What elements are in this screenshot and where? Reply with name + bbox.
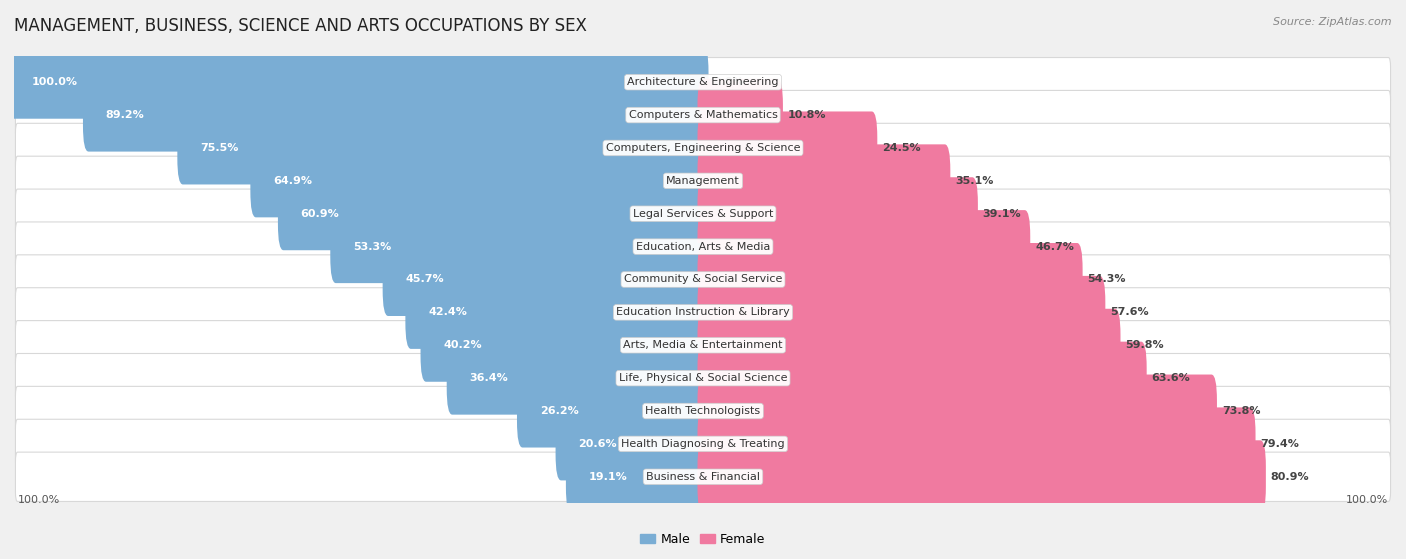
Text: Source: ZipAtlas.com: Source: ZipAtlas.com (1274, 17, 1392, 27)
FancyBboxPatch shape (405, 276, 709, 349)
Text: 10.8%: 10.8% (787, 110, 827, 120)
Text: 100.0%: 100.0% (17, 495, 59, 505)
Text: Architecture & Engineering: Architecture & Engineering (627, 77, 779, 87)
Legend: Male, Female: Male, Female (636, 528, 770, 551)
FancyBboxPatch shape (697, 375, 1218, 448)
Text: 73.8%: 73.8% (1222, 406, 1260, 416)
Text: 40.2%: 40.2% (443, 340, 482, 350)
FancyBboxPatch shape (15, 222, 1391, 271)
Text: 53.3%: 53.3% (353, 241, 391, 252)
FancyBboxPatch shape (420, 309, 709, 382)
FancyBboxPatch shape (83, 79, 709, 151)
FancyBboxPatch shape (565, 440, 709, 513)
Text: Community & Social Service: Community & Social Service (624, 274, 782, 285)
Text: 54.3%: 54.3% (1087, 274, 1126, 285)
Text: Arts, Media & Entertainment: Arts, Media & Entertainment (623, 340, 783, 350)
FancyBboxPatch shape (382, 243, 709, 316)
FancyBboxPatch shape (8, 46, 709, 119)
Text: Legal Services & Support: Legal Services & Support (633, 209, 773, 219)
Text: 100.0%: 100.0% (31, 77, 77, 87)
Text: 63.6%: 63.6% (1152, 373, 1191, 383)
FancyBboxPatch shape (15, 288, 1391, 337)
FancyBboxPatch shape (330, 210, 709, 283)
Text: 42.4%: 42.4% (427, 307, 467, 318)
Text: Computers, Engineering & Science: Computers, Engineering & Science (606, 143, 800, 153)
FancyBboxPatch shape (15, 124, 1391, 173)
FancyBboxPatch shape (697, 408, 1256, 480)
FancyBboxPatch shape (15, 419, 1391, 468)
FancyBboxPatch shape (697, 144, 950, 217)
Text: Life, Physical & Social Science: Life, Physical & Social Science (619, 373, 787, 383)
Text: 80.9%: 80.9% (1271, 472, 1309, 482)
Text: 19.1%: 19.1% (589, 472, 627, 482)
Text: Computers & Mathematics: Computers & Mathematics (628, 110, 778, 120)
FancyBboxPatch shape (697, 210, 1031, 283)
FancyBboxPatch shape (517, 375, 709, 448)
Text: 36.4%: 36.4% (470, 373, 508, 383)
Text: 0.0%: 0.0% (713, 77, 744, 87)
Text: Education Instruction & Library: Education Instruction & Library (616, 307, 790, 318)
FancyBboxPatch shape (697, 111, 877, 184)
FancyBboxPatch shape (15, 386, 1391, 435)
FancyBboxPatch shape (15, 255, 1391, 304)
Text: 75.5%: 75.5% (200, 143, 239, 153)
Text: 46.7%: 46.7% (1035, 241, 1074, 252)
Text: 45.7%: 45.7% (405, 274, 444, 285)
FancyBboxPatch shape (15, 353, 1391, 403)
FancyBboxPatch shape (15, 189, 1391, 238)
Text: Health Diagnosing & Treating: Health Diagnosing & Treating (621, 439, 785, 449)
FancyBboxPatch shape (15, 321, 1391, 370)
Text: 24.5%: 24.5% (882, 143, 921, 153)
FancyBboxPatch shape (697, 79, 783, 151)
Text: 89.2%: 89.2% (105, 110, 145, 120)
FancyBboxPatch shape (250, 144, 709, 217)
Text: 26.2%: 26.2% (540, 406, 578, 416)
Text: Health Technologists: Health Technologists (645, 406, 761, 416)
FancyBboxPatch shape (15, 452, 1391, 501)
FancyBboxPatch shape (697, 177, 979, 250)
Text: 100.0%: 100.0% (1347, 495, 1389, 505)
Text: 57.6%: 57.6% (1111, 307, 1149, 318)
FancyBboxPatch shape (697, 243, 1083, 316)
Text: 20.6%: 20.6% (578, 439, 617, 449)
FancyBboxPatch shape (697, 309, 1121, 382)
FancyBboxPatch shape (278, 177, 709, 250)
Text: Business & Financial: Business & Financial (645, 472, 761, 482)
Text: 39.1%: 39.1% (983, 209, 1021, 219)
FancyBboxPatch shape (15, 58, 1391, 107)
Text: Management: Management (666, 176, 740, 186)
Text: MANAGEMENT, BUSINESS, SCIENCE AND ARTS OCCUPATIONS BY SEX: MANAGEMENT, BUSINESS, SCIENCE AND ARTS O… (14, 17, 586, 35)
Text: 64.9%: 64.9% (273, 176, 312, 186)
Text: 59.8%: 59.8% (1125, 340, 1164, 350)
Text: 79.4%: 79.4% (1260, 439, 1299, 449)
FancyBboxPatch shape (697, 342, 1147, 415)
FancyBboxPatch shape (15, 156, 1391, 206)
Text: Education, Arts & Media: Education, Arts & Media (636, 241, 770, 252)
FancyBboxPatch shape (555, 408, 709, 480)
FancyBboxPatch shape (697, 276, 1105, 349)
Text: 35.1%: 35.1% (955, 176, 994, 186)
FancyBboxPatch shape (697, 440, 1265, 513)
FancyBboxPatch shape (15, 91, 1391, 140)
FancyBboxPatch shape (447, 342, 709, 415)
FancyBboxPatch shape (177, 111, 709, 184)
Text: 60.9%: 60.9% (301, 209, 339, 219)
